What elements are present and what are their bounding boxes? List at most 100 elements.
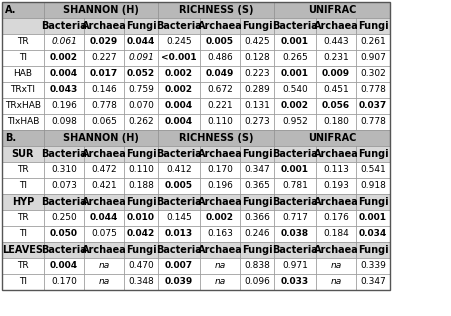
Text: 0.002: 0.002 xyxy=(281,101,308,111)
Text: 0.146: 0.146 xyxy=(91,86,117,94)
Bar xyxy=(239,194,273,210)
Bar xyxy=(84,146,124,162)
Text: Fungi: Fungi xyxy=(357,197,387,207)
Bar xyxy=(355,66,389,82)
Text: 0.778: 0.778 xyxy=(359,86,385,94)
Bar xyxy=(273,18,315,34)
Text: Archaea: Archaea xyxy=(313,21,358,31)
Bar xyxy=(84,194,124,210)
Bar xyxy=(44,66,84,82)
Text: 0.778: 0.778 xyxy=(91,101,117,111)
Text: HYP: HYP xyxy=(12,197,34,207)
Bar xyxy=(273,2,389,18)
Text: Archaea: Archaea xyxy=(313,149,358,159)
Text: B.: B. xyxy=(5,133,16,143)
Text: 0.029: 0.029 xyxy=(90,38,118,46)
Bar xyxy=(2,162,44,178)
Bar xyxy=(158,130,273,146)
Text: 0.245: 0.245 xyxy=(166,38,191,46)
Text: TI: TI xyxy=(19,277,27,287)
Bar xyxy=(315,162,355,178)
Bar xyxy=(158,178,199,194)
Bar xyxy=(273,98,315,114)
Bar xyxy=(2,2,389,290)
Bar xyxy=(2,258,44,274)
Text: 0.131: 0.131 xyxy=(244,101,269,111)
Text: Fungi: Fungi xyxy=(125,245,156,255)
Bar xyxy=(84,98,124,114)
Text: Bacteria: Bacteria xyxy=(272,245,317,255)
Text: 0.110: 0.110 xyxy=(207,118,232,126)
Bar xyxy=(239,98,273,114)
Bar xyxy=(2,50,44,66)
Bar xyxy=(158,50,199,66)
Bar xyxy=(158,194,199,210)
Bar xyxy=(2,210,44,226)
Text: 0.176: 0.176 xyxy=(322,214,348,222)
Text: TIxHAB: TIxHAB xyxy=(7,118,39,126)
Text: Archaea: Archaea xyxy=(313,197,358,207)
Text: 0.170: 0.170 xyxy=(51,277,77,287)
Text: Bacteria: Bacteria xyxy=(41,21,87,31)
Bar xyxy=(199,210,239,226)
Bar xyxy=(355,274,389,290)
Text: Fungi: Fungi xyxy=(241,245,272,255)
Bar xyxy=(273,242,315,258)
Text: 0.470: 0.470 xyxy=(128,262,153,270)
Text: 0.052: 0.052 xyxy=(127,70,155,78)
Text: TRxHAB: TRxHAB xyxy=(5,101,41,111)
Text: 0.472: 0.472 xyxy=(91,166,116,174)
Bar xyxy=(158,226,199,242)
Text: 0.170: 0.170 xyxy=(207,166,232,174)
Bar xyxy=(273,114,315,130)
Text: Bacteria: Bacteria xyxy=(41,197,87,207)
Text: 0.044: 0.044 xyxy=(90,214,118,222)
Text: 0.302: 0.302 xyxy=(359,70,385,78)
Text: 0.004: 0.004 xyxy=(50,70,78,78)
Text: na: na xyxy=(330,277,341,287)
Bar xyxy=(158,162,199,178)
Bar xyxy=(84,66,124,82)
Text: Archaea: Archaea xyxy=(82,197,126,207)
Text: 0.246: 0.246 xyxy=(244,229,269,239)
Bar xyxy=(315,18,355,34)
Text: TI: TI xyxy=(19,229,27,239)
Text: 0.365: 0.365 xyxy=(244,181,269,191)
Bar xyxy=(84,18,124,34)
Bar xyxy=(124,274,158,290)
Text: 0.002: 0.002 xyxy=(165,70,193,78)
Text: na: na xyxy=(330,262,341,270)
Text: TR: TR xyxy=(17,214,29,222)
Bar xyxy=(273,130,389,146)
Bar xyxy=(315,178,355,194)
Bar xyxy=(84,210,124,226)
Text: 0.907: 0.907 xyxy=(359,53,385,63)
Text: 0.348: 0.348 xyxy=(128,277,153,287)
Text: 0.273: 0.273 xyxy=(244,118,269,126)
Bar xyxy=(44,50,84,66)
Bar xyxy=(2,82,44,98)
Bar xyxy=(355,242,389,258)
Bar xyxy=(84,274,124,290)
Bar xyxy=(315,226,355,242)
Bar xyxy=(355,162,389,178)
Text: 0.366: 0.366 xyxy=(244,214,269,222)
Bar xyxy=(44,130,158,146)
Bar xyxy=(239,258,273,274)
Bar xyxy=(44,274,84,290)
Text: Bacteria: Bacteria xyxy=(156,245,202,255)
Text: TR: TR xyxy=(17,166,29,174)
Text: Bacteria: Bacteria xyxy=(156,149,202,159)
Bar xyxy=(44,2,158,18)
Text: 0.163: 0.163 xyxy=(207,229,232,239)
Text: SHANNON (H): SHANNON (H) xyxy=(63,133,138,143)
Text: 0.044: 0.044 xyxy=(127,38,155,46)
Bar xyxy=(273,178,315,194)
Text: na: na xyxy=(214,277,225,287)
Bar xyxy=(44,98,84,114)
Bar xyxy=(355,34,389,50)
Bar xyxy=(124,194,158,210)
Text: Bacteria: Bacteria xyxy=(41,245,87,255)
Text: Archaea: Archaea xyxy=(82,21,126,31)
Text: Bacteria: Bacteria xyxy=(272,149,317,159)
